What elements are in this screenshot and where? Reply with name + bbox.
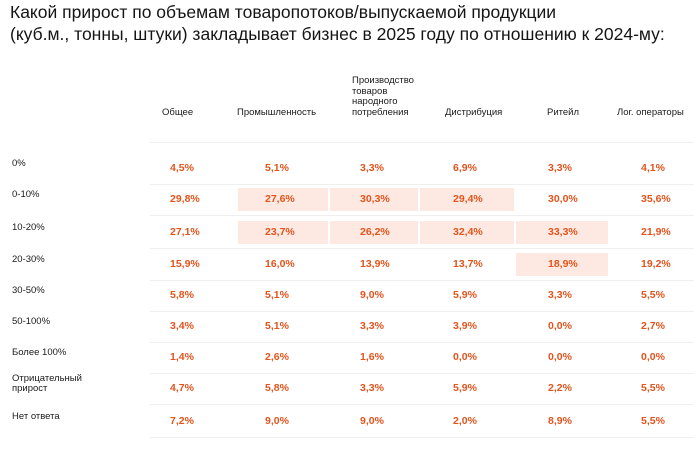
table-cell: 2,7% [641, 320, 665, 332]
row-label: Нет ответа [12, 410, 60, 422]
table-cell: 19,2% [641, 258, 671, 270]
page-title: Какой прирост по объемам товаропотоков/в… [10, 2, 665, 44]
table-cell: 4,5% [170, 162, 194, 174]
table-cell: 27,6% [265, 193, 295, 205]
table-cell: 5,5% [641, 415, 665, 427]
highlight-cell [516, 253, 608, 276]
table-cell: 3,9% [453, 320, 477, 332]
table-cell: 4,7% [170, 382, 194, 394]
row-separator [150, 341, 694, 343]
table-cell: 5,9% [453, 382, 477, 394]
table-cell: 35,6% [641, 193, 671, 205]
highlight-cell [238, 221, 328, 244]
table-cell: 0,0% [453, 351, 477, 363]
table-cell: 21,9% [641, 226, 671, 238]
table-cell: 13,9% [360, 258, 390, 270]
table-cell: 0,0% [548, 351, 572, 363]
row-separator [150, 436, 694, 438]
table-cell: 13,7% [453, 258, 483, 270]
highlight-cell [238, 188, 328, 211]
table-cell: 23,7% [265, 226, 295, 238]
table-cell: 5,5% [641, 382, 665, 394]
column-header: Дистрибуция [445, 106, 503, 118]
highlight-cell [420, 188, 514, 211]
row-separator [150, 279, 694, 281]
row-label: Более 100% [12, 346, 67, 358]
table-cell: 15,9% [170, 258, 200, 270]
table-cell: 3,3% [548, 162, 572, 174]
row-label: 30-50% [12, 284, 45, 296]
row-separator [150, 403, 694, 405]
table-cell: 2,6% [265, 351, 289, 363]
table-cell: 3,3% [360, 382, 384, 394]
table-cell: 9,0% [360, 289, 384, 301]
table-cell: 29,4% [453, 193, 483, 205]
table-cell: 8,9% [548, 415, 572, 427]
row-separator [150, 310, 694, 312]
table-cell: 0,0% [548, 320, 572, 332]
table-cell: 3,3% [360, 162, 384, 174]
row-separator [150, 372, 694, 374]
table-cell: 18,9% [548, 258, 578, 270]
table-cell: 1,6% [360, 351, 384, 363]
table-cell: 9,0% [360, 415, 384, 427]
table-cell: 3,3% [360, 320, 384, 332]
highlight-cell [516, 221, 608, 244]
table-cell: 29,8% [170, 193, 200, 205]
column-header: Производство товаров народного потреблен… [352, 75, 414, 118]
row-label: 50-100% [12, 315, 51, 327]
table-cell: 32,4% [453, 226, 483, 238]
table-cell: 5,1% [265, 162, 289, 174]
table-cell: 4,1% [641, 162, 665, 174]
table-cell: 1,4% [170, 351, 194, 363]
table-cell: 3,4% [170, 320, 194, 332]
row-label: 0% [12, 157, 26, 169]
column-header: Общее [162, 106, 194, 118]
table-cell: 2,2% [548, 382, 572, 394]
row-label: 0-10% [12, 188, 40, 200]
table-cell: 5,5% [641, 289, 665, 301]
table-cell: 5,8% [265, 382, 289, 394]
table-cell: 33,3% [548, 226, 578, 238]
highlight-cell [420, 221, 514, 244]
row-separator [150, 247, 694, 249]
column-header: Промышленность [237, 106, 317, 118]
table-cell: 3,3% [548, 289, 572, 301]
table-cell: 6,9% [453, 162, 477, 174]
table-cell: 0,0% [641, 351, 665, 363]
table-cell: 26,2% [360, 226, 390, 238]
table-cell: 5,9% [453, 289, 477, 301]
table-cell: 9,0% [265, 415, 289, 427]
row-separator [150, 183, 694, 185]
row-label: Отрицательный прирост [12, 372, 82, 394]
table-cell: 5,1% [265, 320, 289, 332]
row-label: 10-20% [12, 221, 45, 233]
column-header: Ритейл [547, 106, 580, 118]
row-label: 20-30% [12, 253, 45, 265]
table-cell: 5,1% [265, 289, 289, 301]
row-separator [150, 214, 694, 216]
row-separator [150, 142, 694, 143]
highlight-cell [330, 188, 418, 211]
table-cell: 5,8% [170, 289, 194, 301]
highlight-cell [330, 221, 418, 244]
table-cell: 2,0% [453, 415, 477, 427]
column-header: Лог. операторы [617, 106, 684, 118]
table-cell: 7,2% [170, 415, 194, 427]
table-cell: 27,1% [170, 226, 200, 238]
table-cell: 16,0% [265, 258, 295, 270]
table-cell: 30,0% [548, 193, 578, 205]
table-cell: 30,3% [360, 193, 390, 205]
